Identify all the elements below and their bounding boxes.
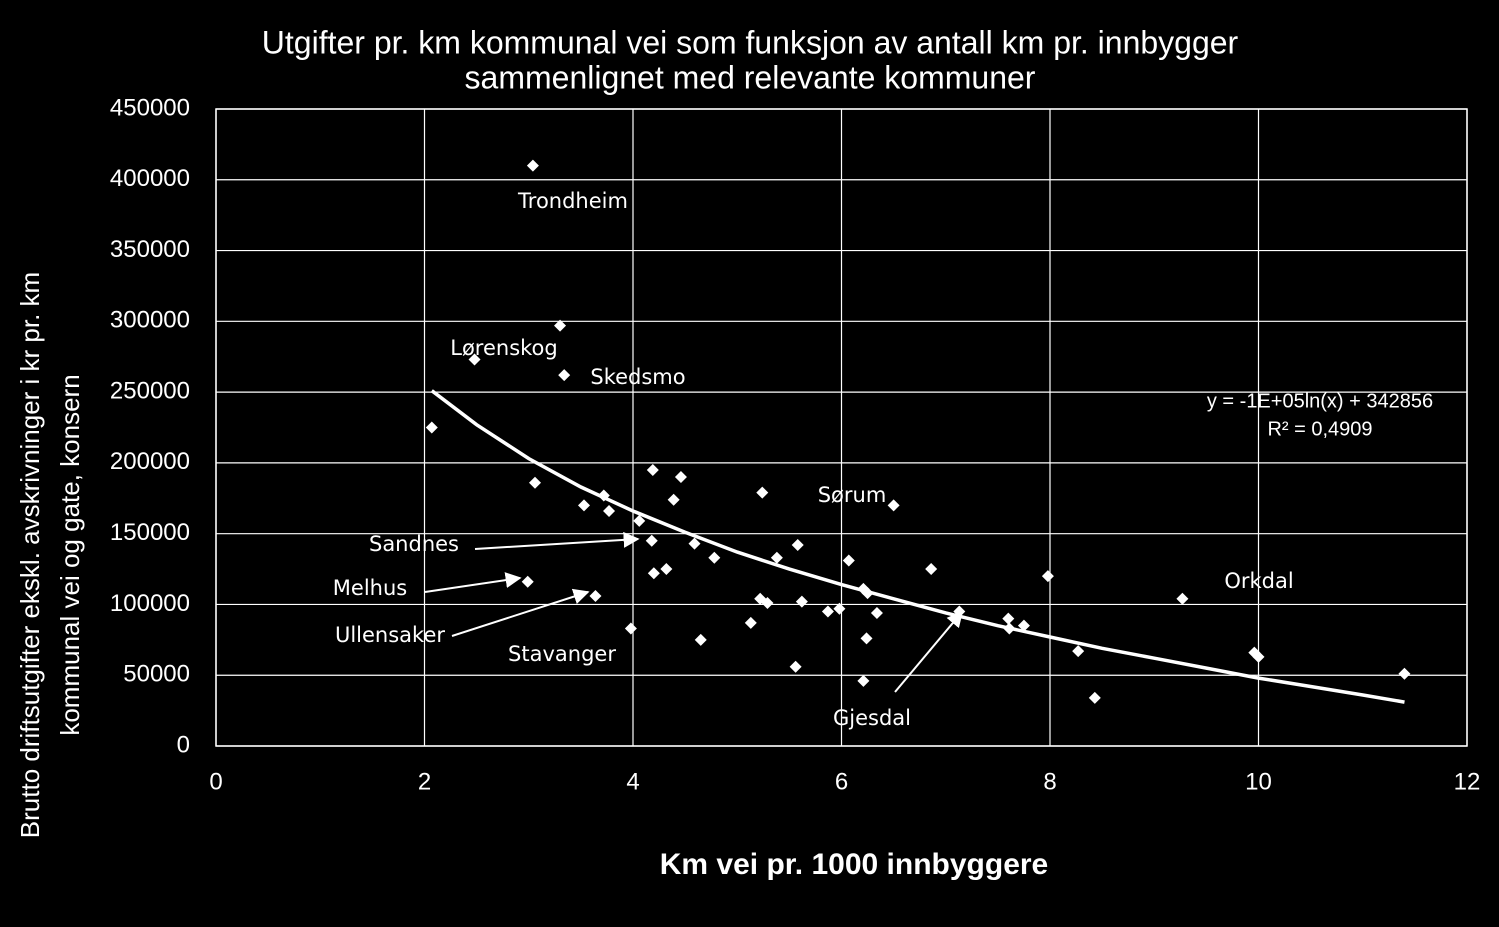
scatter-point — [694, 633, 707, 646]
scatter-point — [761, 597, 774, 610]
x-axis-label: Km vei pr. 1000 innbyggere — [660, 848, 1049, 881]
scatter-point — [708, 551, 721, 564]
scatter-point — [1072, 645, 1085, 658]
annotation: Gjesdal — [833, 706, 911, 730]
scatter-point — [647, 567, 660, 580]
scatter-point — [1041, 570, 1054, 583]
scatter-point — [756, 486, 769, 499]
scatter-point — [558, 369, 571, 382]
annotation: Sandnes — [369, 532, 459, 556]
trend-equation: y = -1E+05ln(x) + 342856 — [1207, 390, 1433, 412]
arrow — [894, 610, 964, 693]
annotation: Ullensaker — [335, 623, 445, 647]
scatter-point — [521, 575, 534, 588]
r-squared: R² = 0,4909 — [1267, 418, 1372, 440]
annotation: Sørum — [818, 483, 887, 507]
scatter-point — [688, 537, 701, 550]
scatter-point — [468, 353, 481, 366]
scatter-point — [1252, 650, 1265, 663]
scatter-point — [861, 587, 874, 600]
y-tick-label: 50000 — [123, 661, 190, 688]
x-tick-label: 10 — [1245, 768, 1272, 795]
scatter-point — [770, 551, 783, 564]
scatter-point — [842, 554, 855, 567]
scatter-point — [425, 421, 438, 434]
scatter-point — [1003, 622, 1016, 635]
annotation: Lørenskog — [450, 336, 557, 360]
y-tick-label: 300000 — [110, 307, 190, 334]
scatter-point — [554, 319, 567, 332]
scatter-point — [887, 499, 900, 512]
arrow — [424, 572, 522, 593]
scatter-point — [1176, 592, 1189, 605]
scatter-point — [603, 505, 616, 518]
scatter-point — [791, 538, 804, 551]
y-tick-label: 150000 — [110, 519, 190, 546]
scatter-point — [821, 605, 834, 618]
scatter-point — [870, 606, 883, 619]
x-tick-label: 12 — [1454, 768, 1481, 795]
scatter-point — [589, 589, 602, 602]
y-tick-label: 100000 — [110, 590, 190, 617]
scatter-point — [1017, 619, 1030, 632]
scatter-point — [633, 514, 646, 527]
y-tick-label: 450000 — [110, 94, 190, 121]
x-tick-label: 6 — [835, 768, 848, 795]
arrow — [451, 588, 590, 637]
scatter-point — [645, 534, 658, 547]
y-axis-label: kommunal vei og gate, konsern — [55, 374, 85, 735]
scatter-point — [1398, 667, 1411, 680]
trendline — [430, 389, 1405, 704]
y-tick-label: 200000 — [110, 448, 190, 475]
x-tick-label: 0 — [209, 768, 222, 795]
scatter-point — [744, 616, 757, 629]
chart-title: sammenlignet med relevante kommuner — [465, 59, 1036, 95]
scatter-point — [857, 674, 870, 687]
scatter-point — [789, 660, 802, 673]
scatter-point — [597, 489, 610, 502]
y-tick-label: 350000 — [110, 236, 190, 263]
scatter-point — [526, 159, 539, 172]
y-tick-label: 400000 — [110, 165, 190, 192]
scatter-point — [578, 499, 591, 512]
scatter-point — [795, 595, 808, 608]
x-tick-label: 4 — [626, 768, 639, 795]
annotation: Stavanger — [508, 642, 616, 666]
x-tick-label: 8 — [1043, 768, 1056, 795]
x-tick-label: 2 — [418, 768, 431, 795]
arrows — [424, 531, 964, 693]
y-tick-label: 0 — [177, 731, 190, 758]
chart-title: Utgifter pr. km kommunal vei som funksjo… — [262, 24, 1239, 60]
scatter-point — [860, 632, 873, 645]
y-tick-label: 250000 — [110, 377, 190, 404]
y-axis-label: Brutto driftsutgifter ekskl. avskrivning… — [15, 272, 45, 838]
scatter-point — [833, 602, 846, 615]
scatter-point — [660, 563, 673, 576]
scatter-point — [953, 605, 966, 618]
scatter-point — [1002, 612, 1015, 625]
scatter-point — [925, 563, 938, 576]
scatter-point — [646, 463, 659, 476]
scatter-point — [1088, 691, 1101, 704]
annotation: Melhus — [333, 576, 407, 600]
scatter-point — [624, 622, 637, 635]
scatter-point — [667, 493, 680, 506]
scatter-point — [674, 471, 687, 484]
scatter-point — [529, 476, 542, 489]
annotation: Trondheim — [517, 189, 628, 213]
annotation: Orkdal — [1224, 569, 1293, 593]
arrow — [474, 531, 640, 550]
annotation: Skedsmo — [590, 365, 685, 389]
